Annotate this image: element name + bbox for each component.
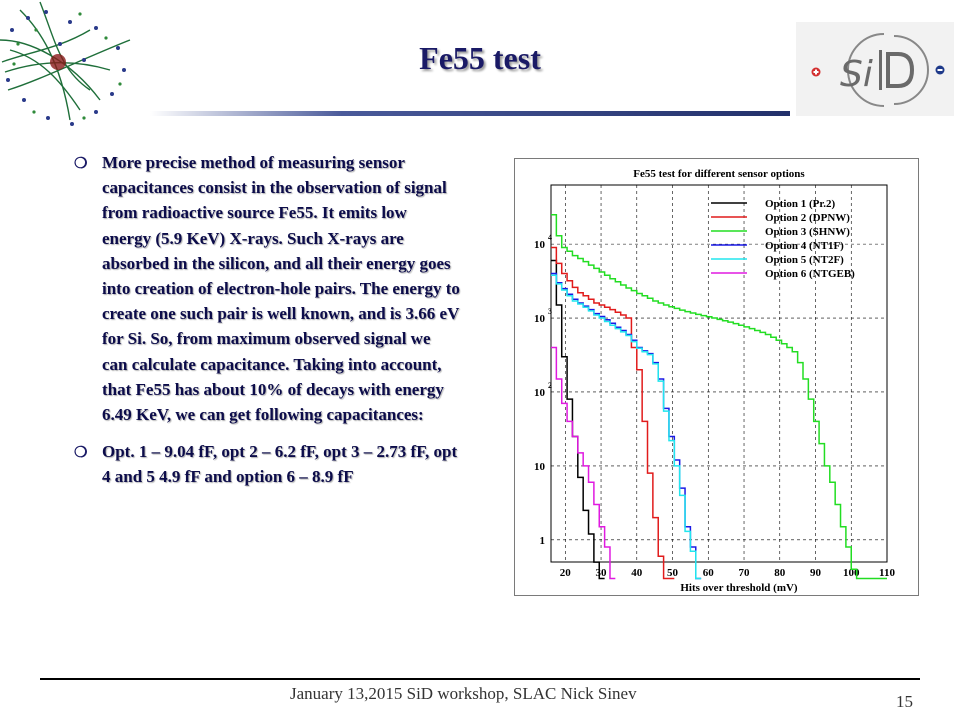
circle-bullet-icon: ❍ bbox=[74, 445, 88, 462]
bullet-item: ❍ More precise method of measuring senso… bbox=[72, 150, 460, 427]
particle-event-graphic bbox=[0, 1, 131, 126]
svg-text:Si: Si bbox=[840, 54, 873, 95]
x-tick-label: 50 bbox=[667, 567, 679, 579]
legend-label: Option 6 (NTGEB) bbox=[765, 268, 855, 280]
x-tick-label: 110 bbox=[879, 567, 895, 579]
x-axis-label: Hits over threshold (mV) bbox=[680, 582, 798, 594]
bullet-list: ❍ More precise method of measuring senso… bbox=[72, 150, 460, 502]
x-tick-label: 60 bbox=[703, 567, 715, 579]
slide-title: Fe55 test bbox=[419, 40, 541, 76]
title-divider bbox=[150, 111, 790, 116]
x-tick-label: 40 bbox=[631, 567, 643, 579]
x-tick-label: 90 bbox=[810, 567, 822, 579]
chart-svg: Fe55 test for different sensor options 20… bbox=[534, 168, 895, 594]
sid-logo-mark: Si bbox=[811, 33, 945, 107]
fe55-chart: Fe55 test for different sensor options 20… bbox=[514, 158, 919, 596]
x-tick-label: 100 bbox=[843, 567, 860, 579]
series-line bbox=[551, 272, 702, 580]
y-tick-exponent: 3 bbox=[548, 307, 552, 316]
series-line bbox=[551, 259, 605, 580]
legend-label: Option 4 (NT1F) bbox=[765, 240, 844, 252]
y-tick-label: 10 bbox=[534, 313, 546, 325]
y-tick-exponent: 2 bbox=[548, 381, 552, 390]
chart-title: Fe55 test for different sensor options bbox=[633, 168, 805, 180]
y-tick-label: 10 bbox=[534, 387, 546, 399]
legend-label: Option 3 (SHNW) bbox=[765, 226, 850, 238]
bullet-text: More precise method of measuring sensor … bbox=[102, 153, 460, 425]
bullet-item: ❍ Opt. 1 – 9.04 fF, opt 2 – 6.2 fF, opt … bbox=[72, 439, 460, 489]
series-line bbox=[551, 274, 702, 580]
y-tick-exponent: 4 bbox=[548, 233, 552, 242]
footer-divider bbox=[40, 678, 920, 680]
x-tick-label: 20 bbox=[560, 567, 572, 579]
x-tick-label: 80 bbox=[774, 567, 786, 579]
circle-bullet-icon: ❍ bbox=[74, 156, 88, 172]
legend-label: Option 5 (NT2F) bbox=[765, 254, 844, 266]
sid-logo: Si bbox=[796, 22, 954, 116]
y-tick-label: 10 bbox=[534, 239, 546, 251]
legend-label: Option 1 (Pr.2) bbox=[765, 198, 836, 210]
series-line bbox=[551, 246, 675, 580]
slide-number: 15 bbox=[896, 692, 913, 711]
x-tick-label: 30 bbox=[596, 567, 608, 579]
y-tick-label: 1 bbox=[540, 535, 546, 547]
x-tick-label: 70 bbox=[739, 567, 751, 579]
y-tick-label: 10 bbox=[534, 461, 546, 473]
footer-text: January 13,2015 SiD workshop, SLAC Nick … bbox=[290, 684, 637, 703]
legend-label: Option 2 (DPNW) bbox=[765, 212, 850, 224]
bullet-text: Opt. 1 – 9.04 fF, opt 2 – 6.2 fF, opt 3 … bbox=[102, 442, 458, 487]
series-line bbox=[551, 346, 616, 580]
series-line bbox=[551, 213, 887, 580]
